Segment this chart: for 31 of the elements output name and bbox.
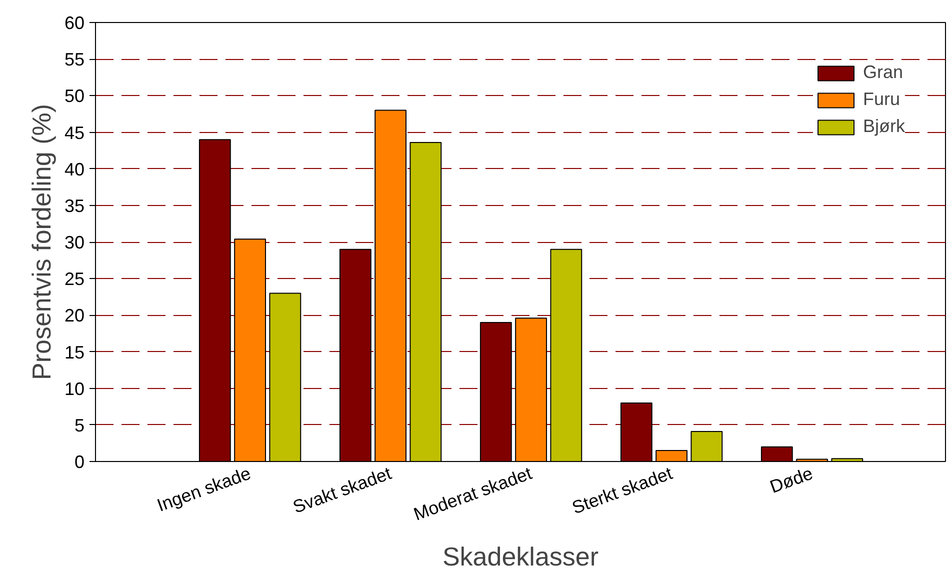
legend-label: Bjørk [863, 116, 905, 137]
x-axis-title: Skadeklasser [442, 542, 599, 572]
bar [656, 450, 688, 462]
y-tick-label: 50 [64, 86, 85, 106]
bar [269, 292, 302, 462]
bar [234, 238, 266, 462]
bar [410, 142, 442, 462]
y-tick-label: 35 [64, 196, 85, 216]
y-tick-label: 25 [64, 269, 85, 290]
y-tick-label: 30 [64, 232, 85, 252]
y-tick-label: 5 [74, 415, 85, 436]
y-tick-label: 20 [64, 306, 85, 326]
bar [515, 318, 547, 462]
legend-label: Furu [863, 89, 900, 110]
x-tick-label: Sterkt skadet [569, 463, 675, 518]
y-tick-label: 0 [74, 452, 85, 472]
bar [690, 431, 723, 462]
bar [374, 110, 406, 462]
bar [550, 248, 582, 462]
bar [760, 446, 793, 462]
y-tick-label: 10 [64, 378, 85, 399]
x-tick-label: Svakt skadet [290, 463, 394, 518]
y-tick-label: 60 [64, 13, 85, 33]
y-tick-label: 45 [64, 122, 85, 143]
y-tick-label: 15 [64, 342, 85, 362]
legend-label: Gran [863, 62, 904, 83]
y-tick-label: 55 [64, 50, 85, 70]
y-tick-label: 40 [64, 159, 85, 180]
x-tick-label: Ingen skade [154, 463, 254, 516]
x-tick-label: Døde [767, 463, 816, 497]
y-axis-title: Prosentvis fordeling (%) [26, 104, 56, 380]
